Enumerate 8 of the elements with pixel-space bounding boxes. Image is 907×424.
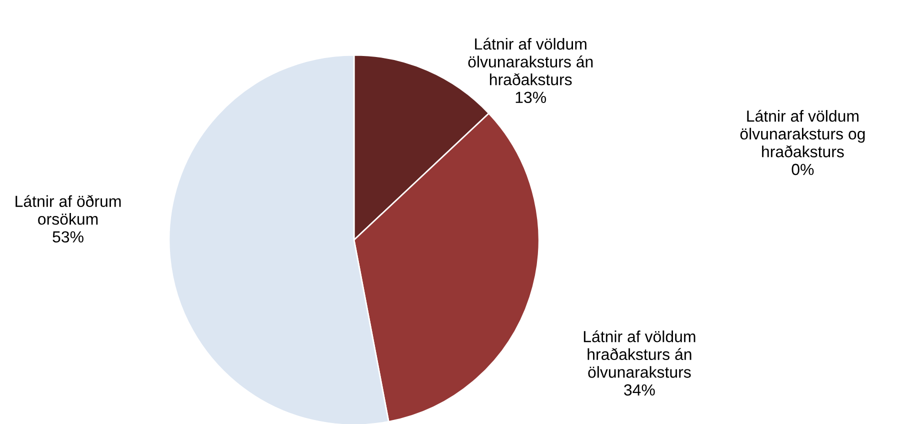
data-label: 34% bbox=[624, 384, 655, 396]
text: 0% bbox=[792, 164, 814, 176]
slice-label: Látnir af völdum ölvunaraksturs án hraðaksturs bbox=[468, 38, 593, 86]
slice-label: Látnir af öðrum orsökum bbox=[16, 195, 121, 225]
category-label: Látnir af völdum ölvunaraksturs og hraðaksturs bbox=[740, 110, 865, 158]
data-label: 53% bbox=[52, 231, 84, 243]
slice-label: Látnir af völdum hraðaksturs án ölvunaraksturs bbox=[584, 330, 696, 378]
data-label: 13% bbox=[516, 92, 546, 104]
